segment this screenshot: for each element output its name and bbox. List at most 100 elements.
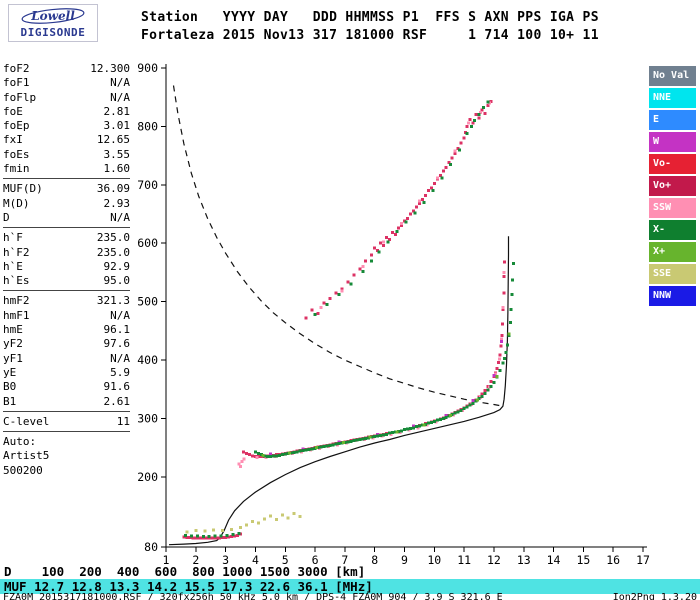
parameter-group: h`F 235.0 h`F2 235.0 h`E 92.9 h`Es 95.0 xyxy=(3,230,130,292)
svg-text:900: 900 xyxy=(137,61,158,75)
f2-trace-o-mode-red xyxy=(242,260,506,458)
parameter-label: B0 xyxy=(3,380,17,394)
parameter-value: 12.65 xyxy=(96,133,130,147)
svg-text:13: 13 xyxy=(517,553,531,567)
svg-text:4: 4 xyxy=(252,553,259,567)
svg-text:80: 80 xyxy=(144,540,158,554)
svg-text:400: 400 xyxy=(137,353,158,367)
legend-item-x-: X+ xyxy=(649,242,696,262)
legend-item-w: W xyxy=(649,132,696,152)
parameter-group: C-level 11 xyxy=(3,414,130,433)
muf-row: MUF 12.7 12.8 13.3 14.2 15.5 17.3 22.6 3… xyxy=(4,579,373,594)
svg-text:7: 7 xyxy=(341,553,348,567)
axes xyxy=(161,64,647,552)
parameter-group: MUF(D) 36.09 M(D) 2.93 D N/A xyxy=(3,181,130,229)
svg-text:300: 300 xyxy=(137,411,158,425)
f2-trace-x-mode-green xyxy=(253,262,515,458)
parameter-row-b0: B0 91.6 xyxy=(3,380,130,394)
parameter-value: 36.09 xyxy=(96,182,130,196)
parameter-value: 3.55 xyxy=(103,147,131,161)
parameter-label: C-level xyxy=(3,414,50,428)
svg-text:9: 9 xyxy=(401,553,408,567)
parameter-label: foF2 xyxy=(3,62,30,75)
svg-text:15: 15 xyxy=(576,553,590,567)
parameter-group: Auto: Artist5 500200 xyxy=(3,434,130,480)
parameter-label: foFlp xyxy=(3,90,37,104)
distance-row: D 100 200 400 600 800 1000 1500 3000 [km… xyxy=(4,564,366,579)
parameter-value: 12.300 xyxy=(90,62,130,75)
parameter-row-artist5: Artist5 xyxy=(3,449,130,463)
parameter-label: 500200 xyxy=(3,463,43,477)
svg-text:6: 6 xyxy=(312,553,319,567)
station-header-values: Fortaleza 2015 Nov13 317 181000 RSF 1 71… xyxy=(141,28,599,43)
legend-item-no-val: No Val xyxy=(649,66,696,86)
parameter-value: 235.0 xyxy=(96,245,130,259)
parameter-label: foE xyxy=(3,104,23,118)
parameter-row-ye: yE 5.9 xyxy=(3,366,130,380)
second-hop-red xyxy=(304,99,493,320)
logo-digisonde-text: DIGISONDE xyxy=(20,26,86,39)
parameter-row-foep: foEp 3.01 xyxy=(3,119,130,133)
parameter-row-hmf1: hmF1 N/A xyxy=(3,309,130,323)
parameter-row-he: h`E 92.9 xyxy=(3,260,130,274)
svg-text:1: 1 xyxy=(163,553,170,567)
direction-legend: No Val NNE E W Vo- Vo+ SSW X- X+ SSE NNW xyxy=(649,66,696,308)
parameter-value: N/A xyxy=(110,308,130,322)
svg-text:500: 500 xyxy=(137,295,158,309)
svg-text:17: 17 xyxy=(636,553,650,567)
parameter-label: Artist5 xyxy=(3,449,50,463)
svg-text:5: 5 xyxy=(282,553,289,567)
parameter-row-hf: h`F 235.0 xyxy=(3,231,130,245)
parameter-row-b1: B1 2.61 xyxy=(3,395,130,409)
parameter-label: h`F xyxy=(3,231,23,245)
parameter-value: 95.0 xyxy=(103,274,131,288)
parameter-row-fof1: foF1 N/A xyxy=(3,76,130,90)
parameter-label: fxI xyxy=(3,133,23,147)
station-header-labels: Station YYYY DAY DDD HHMMSS P1 FFS S AXN… xyxy=(141,10,599,25)
svg-text:10: 10 xyxy=(427,553,441,567)
parameter-row-clevel: C-level 11 xyxy=(3,415,130,429)
parameter-value: 92.9 xyxy=(103,259,131,273)
parameter-label: M(D) xyxy=(3,196,30,210)
legend-item-vo-: Vo- xyxy=(649,154,696,174)
second-hop-green xyxy=(313,100,490,316)
f2-trace-magenta xyxy=(268,339,503,456)
lowell-digisonde-logo: Lowell DIGISONDE xyxy=(8,4,98,42)
svg-text:16: 16 xyxy=(606,553,620,567)
parameter-value: N/A xyxy=(110,210,130,224)
parameter-label: yE xyxy=(3,365,17,379)
parameter-label: hmE xyxy=(3,323,23,337)
parameter-value: N/A xyxy=(110,76,130,90)
svg-text:3: 3 xyxy=(222,553,229,567)
parameter-label: yF2 xyxy=(3,337,23,351)
svg-text:14: 14 xyxy=(547,553,561,567)
legend-item-sse: SSE xyxy=(649,264,696,284)
parameter-row-yf2: yF2 97.6 xyxy=(3,337,130,351)
logo-lowell-wrap: Lowell xyxy=(9,5,97,26)
parameter-value: 1.60 xyxy=(103,162,131,176)
parameter-panel: foF2 12.300 foF1 N/A foFlp N/A foE 2.81 foEp 3.01… xyxy=(3,61,130,482)
f2-trace-x-mode-light-green xyxy=(261,332,511,457)
parameter-row-mufd: MUF(D) 36.09 xyxy=(3,182,130,196)
parameter-value: N/A xyxy=(110,351,130,365)
svg-text:800: 800 xyxy=(137,119,158,133)
svg-text:600: 600 xyxy=(137,236,158,250)
parameter-label: foEs xyxy=(3,147,30,161)
parameter-value: 97.6 xyxy=(103,337,131,351)
parameter-label: B1 xyxy=(3,394,17,408)
parameter-label: yF1 xyxy=(3,351,23,365)
parameter-row-yf1: yF1 N/A xyxy=(3,352,130,366)
parameter-row-foe: foE 2.81 xyxy=(3,105,130,119)
parameter-row-500200: 500200 xyxy=(3,464,130,478)
svg-text:11: 11 xyxy=(457,553,471,567)
parameter-label: fmin xyxy=(3,162,30,176)
legend-item-x-: X- xyxy=(649,220,696,240)
parameter-value: 3.01 xyxy=(103,119,131,133)
parameter-label: MUF(D) xyxy=(3,182,43,196)
parameter-row-fmin: fmin 1.60 xyxy=(3,162,130,176)
parameter-row-hes: h`Es 95.0 xyxy=(3,274,130,288)
legend-item-vo-: Vo+ xyxy=(649,176,696,196)
parameter-value: N/A xyxy=(110,90,130,104)
